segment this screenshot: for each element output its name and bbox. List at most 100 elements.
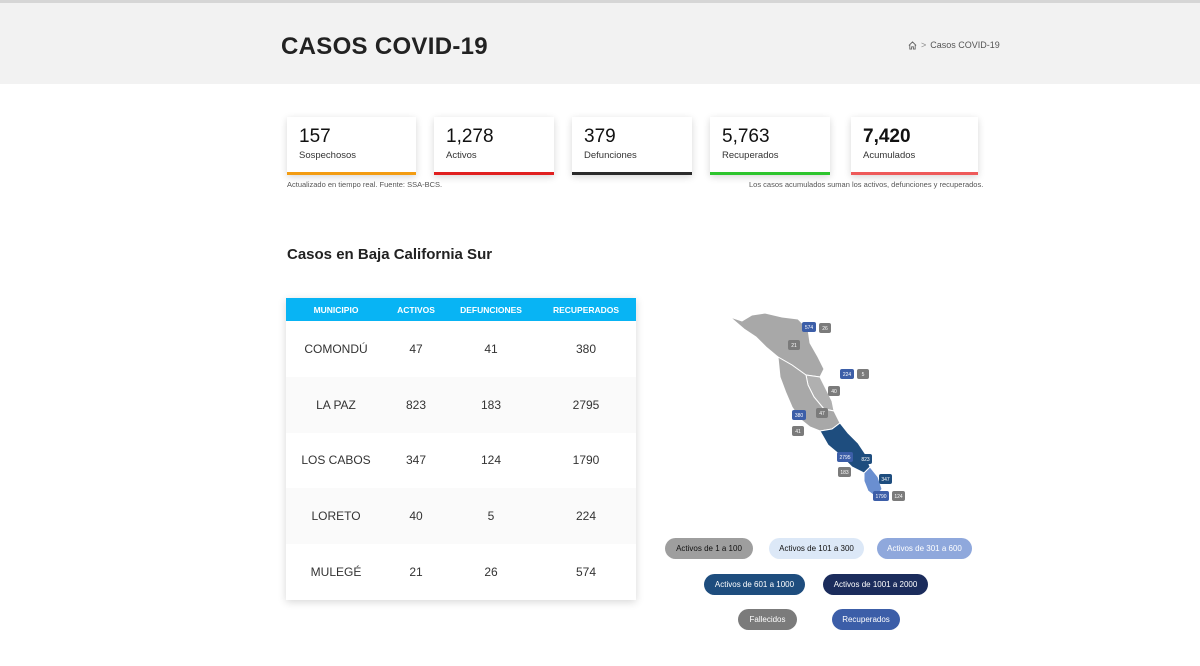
recuperados-cell: 574 <box>575 565 597 580</box>
activos-cell: 40 <box>386 488 446 545</box>
defunciones-cell: 41 <box>484 341 498 356</box>
recuperados-cell: 224 <box>536 488 636 545</box>
badge-la-paz-recuperados <box>837 452 853 462</box>
badge-label: 183 <box>840 470 849 476</box>
municipio-cell: LA PAZ <box>286 376 386 433</box>
stat-color-bar <box>710 172 830 175</box>
stat-color-bar <box>851 172 978 175</box>
stat-label: Acumulados <box>863 150 916 161</box>
stat-card-sospechosos: 157 Sospechosos <box>287 117 416 175</box>
badge-mulege-fallecidos <box>819 323 831 333</box>
badge-label: 823 <box>861 457 870 463</box>
activos-cell: 47 <box>409 341 423 356</box>
badge-label: 47 <box>819 411 825 417</box>
stat-value: 5,763 <box>722 126 770 147</box>
legend-activos-601-1000: Activos de 601 a 1000 <box>704 574 805 595</box>
column-header: DEFUNCIONES <box>446 298 536 321</box>
badge-los-cabos-fallecidos <box>892 491 905 501</box>
badge-loreto-activos <box>828 386 840 396</box>
source-note: Actualizado en tiempo real. Fuente: SSA-… <box>287 180 443 189</box>
legend-activos-101-300: Activos de 101 a 300 <box>769 538 864 559</box>
municipio-cell: COMONDÚ <box>304 341 368 356</box>
defunciones-cell: 124 <box>480 453 502 468</box>
table-row: LOS CABOS 347 124 1790 <box>286 433 636 489</box>
stat-card-recuperados: 5,763 Recuperados <box>710 117 830 175</box>
legend-activos-1-100: Activos de 1 a 100 <box>665 538 753 559</box>
breadcrumb-separator: > <box>921 40 927 50</box>
table-header-row: MUNICIPIO ACTIVOS DEFUNCIONES RECUPERADO… <box>286 298 636 321</box>
badge-label: 574 <box>805 325 814 331</box>
badge-loreto-recuperados <box>840 369 854 379</box>
home-icon[interactable] <box>908 40 917 50</box>
stat-card-acumulados: 7,420 Acumulados <box>851 117 978 175</box>
defunciones-cell: 183 <box>446 376 536 433</box>
recuperados-cell: 1790 <box>572 453 600 468</box>
defunciones-cell: 26 <box>484 565 498 580</box>
breadcrumb: > Casos COVID-19 <box>908 40 1000 50</box>
stat-label: Recuperados <box>722 150 779 161</box>
badge-label: 380 <box>795 413 804 419</box>
cases-table-card: MUNICIPIO ACTIVOS DEFUNCIONES RECUPERADO… <box>286 298 636 600</box>
badge-la-paz-fallecidos <box>838 467 851 477</box>
stat-card-defunciones: 379 Defunciones <box>572 117 692 175</box>
badge-los-cabos-recuperados <box>873 491 889 501</box>
table-row: COMONDÚ 47 41 380 <box>286 321 636 377</box>
badge-label: 224 <box>843 372 852 378</box>
legend-activos-301-600: Activos de 301 a 600 <box>877 538 972 559</box>
page-title: CASOS COVID-19 <box>281 33 488 60</box>
badge-comondu-activos <box>816 408 828 418</box>
stat-color-bar <box>572 172 692 175</box>
table-row: LA PAZ 823 183 2795 <box>286 376 636 433</box>
section-title: Casos en Baja California Sur <box>287 246 493 263</box>
municipio-cell: LOS CABOS <box>301 453 371 468</box>
stat-value: 1,278 <box>446 126 494 147</box>
breadcrumb-current: Casos COVID-19 <box>930 40 1000 50</box>
legend-activos-1001-2000: Activos de 1001 a 2000 <box>823 574 928 595</box>
region-mulege[interactable] <box>729 312 825 378</box>
badge-label: 41 <box>795 429 801 435</box>
stat-value: 379 <box>584 126 616 147</box>
badge-label: 124 <box>894 494 903 500</box>
column-header: MUNICIPIO <box>286 298 386 321</box>
stat-label: Activos <box>446 150 477 161</box>
badge-comondu-recuperados <box>792 410 806 420</box>
stat-label: Defunciones <box>584 150 637 161</box>
stat-color-bar <box>287 172 416 175</box>
badge-los-cabos-activos <box>879 474 892 484</box>
badge-label: 347 <box>881 477 890 483</box>
badge-mulege-recuperados <box>802 322 816 332</box>
badge-label: 21 <box>791 343 797 349</box>
stat-card-activos: 1,278 Activos <box>434 117 554 175</box>
recuperados-cell: 2795 <box>536 376 636 433</box>
page-header: CASOS COVID-19 > Casos COVID-19 <box>0 3 1200 84</box>
totals-note: Los casos acumulados suman los activos, … <box>749 180 984 189</box>
legend-recuperados: Recuperados <box>832 609 900 630</box>
activos-cell: 21 <box>409 565 423 580</box>
badge-label: 40 <box>831 389 837 395</box>
badge-label: 1790 <box>875 494 886 500</box>
column-header: ACTIVOS <box>386 298 446 321</box>
map-badges: 574 26 21 224 5 40 380 47 41 2795 823 18… <box>788 322 905 501</box>
column-header: RECUPERADOS <box>536 298 636 321</box>
activos-cell: 347 <box>405 453 427 468</box>
top-border <box>0 0 1200 3</box>
cases-table: MUNICIPIO ACTIVOS DEFUNCIONES RECUPERADO… <box>286 298 636 600</box>
baja-california-sur-map: 574 26 21 224 5 40 380 47 41 2795 823 18… <box>729 312 905 501</box>
legend-fallecidos: Fallecidos <box>738 609 797 630</box>
table-row: LORETO 40 5 224 <box>286 488 636 545</box>
activos-cell: 823 <box>386 376 446 433</box>
badge-comondu-fallecidos <box>792 426 804 436</box>
defunciones-cell: 5 <box>446 488 536 545</box>
stat-value: 7,420 <box>863 126 911 147</box>
recuperados-cell: 380 <box>575 341 597 356</box>
stat-color-bar <box>434 172 554 175</box>
badge-loreto-fallecidos <box>857 369 869 379</box>
region-la-paz[interactable] <box>819 422 871 474</box>
table-row: MULEGÉ 21 26 574 <box>286 544 636 600</box>
badge-label: 2795 <box>839 455 850 461</box>
badge-label: 26 <box>822 326 828 332</box>
badge-mulege-activos <box>788 340 800 350</box>
stat-label: Sospechosos <box>299 150 357 161</box>
municipio-cell: LORETO <box>286 488 386 545</box>
badge-label: 5 <box>862 372 865 378</box>
